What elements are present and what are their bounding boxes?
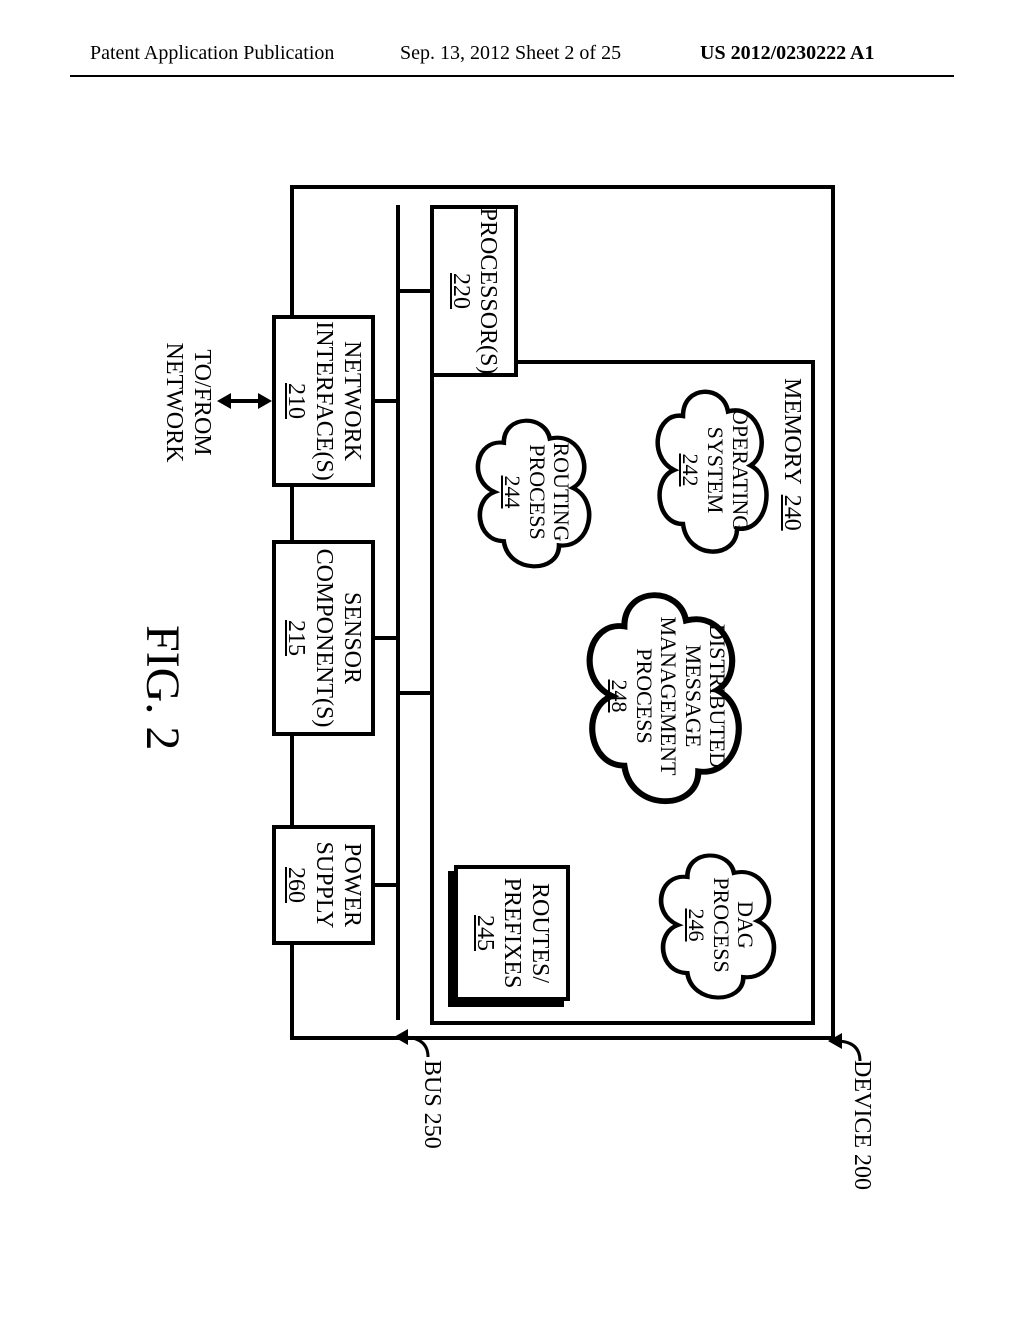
- net-arrow-icon: [217, 387, 272, 415]
- device-callout: DEVICE 200: [847, 1060, 875, 1190]
- net-arrow-label: TO/FROMNETWORK: [160, 320, 215, 485]
- power-number: 260: [282, 867, 309, 903]
- processor-box: PROCESSOR(S) 220: [430, 205, 518, 377]
- header-left: Patent Application Publication: [90, 42, 334, 65]
- sensor-box: SENSORCOMPONENT(S) 215: [272, 540, 375, 736]
- power-box: POWERSUPPLY 260: [272, 825, 375, 945]
- bus-callout-hook: [394, 1023, 438, 1065]
- figure-wrapper: MEMORY 240 OPERATINGSYSTEM 242 ROUTINGPR…: [100, 165, 900, 1190]
- os-cloud: OPERATINGSYSTEM 242: [647, 380, 782, 560]
- routing-number: 244: [499, 476, 525, 509]
- bus-callout: BUS 250: [417, 1060, 445, 1149]
- dag-cloud: DAGPROCESS 246: [650, 845, 790, 1005]
- header-right: US 2012/0230222 A1: [700, 42, 874, 65]
- netif-label: NETWORKINTERFACE(S): [309, 321, 364, 481]
- dag-number: 246: [683, 909, 709, 942]
- os-number: 242: [677, 454, 703, 487]
- routing-cloud: ROUTINGPROCESS 244: [467, 410, 605, 574]
- dmm-cloud: DISTRIBUTEDMESSAGEMANAGEMENTPROCESS 248: [575, 580, 760, 812]
- processor-label: PROCESSOR(S): [474, 208, 502, 375]
- memory-number: 240: [779, 495, 805, 531]
- routes-number: 245: [471, 915, 498, 951]
- header-center: Sep. 13, 2012 Sheet 2 of 25: [400, 42, 621, 65]
- device-callout-hook: [828, 1027, 870, 1067]
- diagram-rotated: MEMORY 240 OPERATINGSYSTEM 242 ROUTINGPR…: [100, 165, 900, 1190]
- os-label: OPERATINGSYSTEM: [703, 409, 751, 531]
- dag-label: DAGPROCESS: [709, 877, 757, 972]
- stub-memory: [400, 691, 430, 695]
- figure-number: FIG. 2: [135, 625, 190, 750]
- stub-processor: [400, 289, 430, 293]
- stub-power: [375, 883, 396, 887]
- processor-number: 220: [447, 273, 474, 309]
- network-interface-box: NETWORKINTERFACE(S) 210: [272, 315, 375, 487]
- netif-number: 210: [282, 383, 309, 419]
- sensor-label: SENSORCOMPONENT(S): [309, 549, 364, 728]
- dmm-label: DISTRIBUTEDMESSAGEMANAGEMENTPROCESS: [632, 617, 729, 776]
- stub-netif: [375, 399, 396, 403]
- page: Patent Application Publication Sep. 13, …: [0, 0, 1024, 1320]
- memory-label: MEMORY: [779, 378, 805, 485]
- page-header: Patent Application Publication Sep. 13, …: [0, 42, 1024, 72]
- sensor-number: 215: [282, 620, 309, 656]
- dmm-number: 248: [606, 680, 632, 713]
- header-rule: [70, 75, 954, 77]
- routing-label: ROUTINGPROCESS: [525, 443, 573, 542]
- routes-label: ROUTES/PREFIXES: [498, 878, 553, 989]
- power-label: POWERSUPPLY: [309, 842, 364, 929]
- stub-sensor: [375, 636, 396, 640]
- bus-line: [396, 205, 400, 1020]
- routes-box: ROUTES/PREFIXES 245: [454, 865, 570, 1001]
